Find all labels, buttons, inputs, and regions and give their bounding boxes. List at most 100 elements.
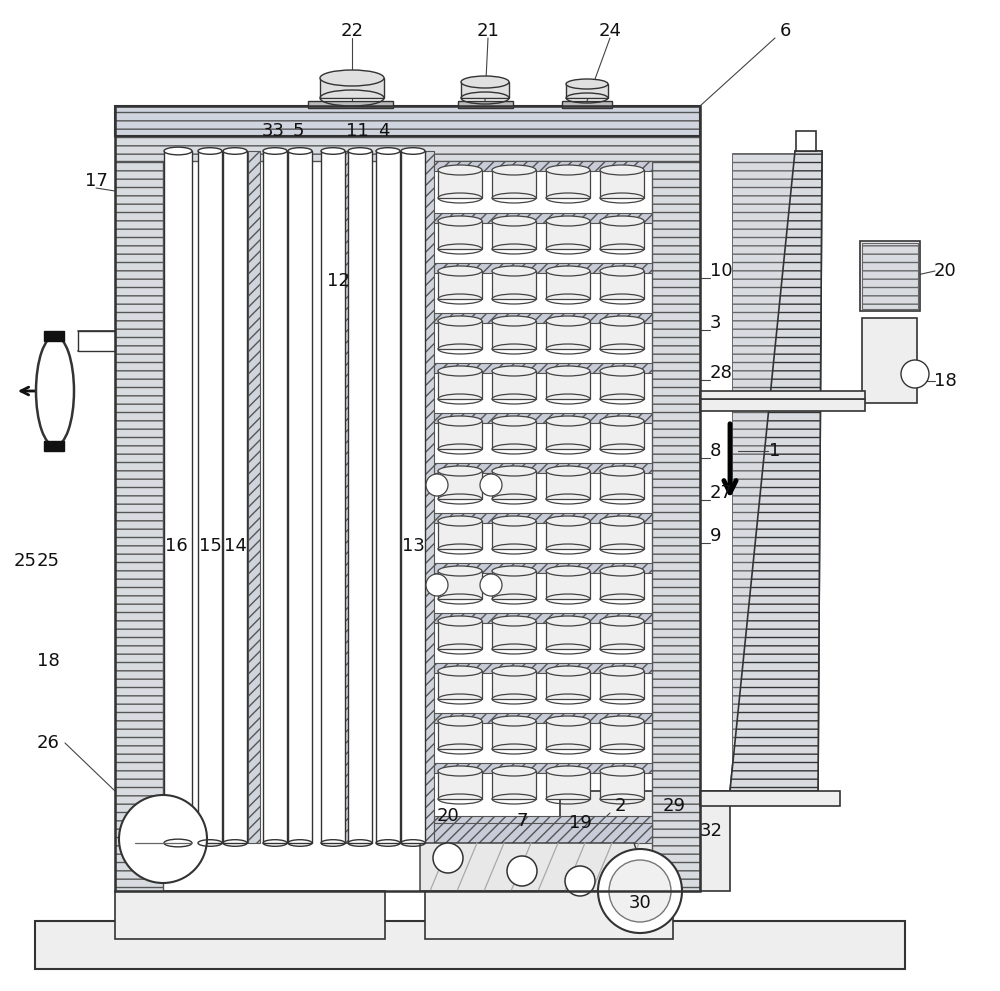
Ellipse shape <box>600 165 644 175</box>
Text: 32: 32 <box>700 822 723 840</box>
Ellipse shape <box>546 466 590 476</box>
Circle shape <box>426 474 448 496</box>
Text: 9: 9 <box>710 527 722 545</box>
Bar <box>458 101 513 108</box>
Bar <box>546 421 590 449</box>
Ellipse shape <box>438 616 482 626</box>
Bar <box>700 791 730 891</box>
Ellipse shape <box>546 716 590 726</box>
Ellipse shape <box>320 70 384 86</box>
Circle shape <box>433 843 463 873</box>
Polygon shape <box>730 151 822 791</box>
Bar <box>434 161 652 171</box>
Bar <box>288 151 312 843</box>
Text: 21: 21 <box>477 22 499 40</box>
Bar <box>492 571 536 599</box>
Bar <box>438 170 482 198</box>
Text: 7: 7 <box>516 812 528 830</box>
Text: 3: 3 <box>710 314 722 332</box>
Text: 1: 1 <box>769 442 781 460</box>
Ellipse shape <box>263 148 287 155</box>
Ellipse shape <box>492 666 536 676</box>
Bar <box>434 763 652 773</box>
Bar <box>438 521 482 549</box>
Bar <box>198 151 222 843</box>
Bar <box>164 151 192 843</box>
Ellipse shape <box>438 516 482 526</box>
Text: 4: 4 <box>378 122 390 140</box>
Bar <box>700 391 865 399</box>
Bar <box>44 331 64 341</box>
Ellipse shape <box>492 566 536 576</box>
Bar <box>492 471 536 499</box>
Ellipse shape <box>546 165 590 175</box>
Bar <box>434 213 652 223</box>
Bar <box>566 84 608 98</box>
Bar <box>492 170 536 198</box>
Bar <box>263 151 287 843</box>
Ellipse shape <box>164 147 192 155</box>
Text: 33: 33 <box>262 122 285 140</box>
Circle shape <box>901 360 929 388</box>
Ellipse shape <box>546 516 590 526</box>
Bar <box>600 671 644 699</box>
Bar <box>115 891 385 939</box>
Ellipse shape <box>321 148 345 155</box>
Bar <box>438 571 482 599</box>
Ellipse shape <box>600 416 644 426</box>
Ellipse shape <box>401 148 425 155</box>
Bar <box>862 318 917 403</box>
Bar <box>560 791 725 843</box>
Bar <box>546 221 590 249</box>
Ellipse shape <box>600 566 644 576</box>
Bar <box>492 721 536 749</box>
Bar <box>438 421 482 449</box>
Text: 15: 15 <box>199 537 221 555</box>
Bar <box>492 621 536 649</box>
Bar <box>600 321 644 349</box>
Bar <box>796 131 816 151</box>
Text: 18: 18 <box>934 372 956 390</box>
Text: 25: 25 <box>14 552 36 570</box>
Bar <box>401 151 425 843</box>
Bar <box>492 521 536 549</box>
Ellipse shape <box>600 466 644 476</box>
Bar <box>492 421 536 449</box>
Circle shape <box>609 860 671 922</box>
Ellipse shape <box>600 516 644 526</box>
Ellipse shape <box>600 266 644 276</box>
Ellipse shape <box>546 316 590 326</box>
Bar <box>35 921 905 969</box>
Bar <box>492 371 536 399</box>
Text: 11: 11 <box>346 122 368 140</box>
Bar <box>600 271 644 299</box>
Bar <box>248 151 260 843</box>
Ellipse shape <box>376 148 400 155</box>
Bar <box>700 399 865 411</box>
Text: 25: 25 <box>36 552 60 570</box>
Ellipse shape <box>600 666 644 676</box>
Ellipse shape <box>438 466 482 476</box>
Bar <box>308 101 393 108</box>
Bar <box>115 106 700 161</box>
Ellipse shape <box>438 216 482 226</box>
Circle shape <box>507 856 537 886</box>
Bar <box>434 816 652 826</box>
Ellipse shape <box>288 148 312 155</box>
Bar <box>438 621 482 649</box>
Text: 28: 28 <box>710 364 733 382</box>
Text: 8: 8 <box>710 442 721 460</box>
Ellipse shape <box>492 165 536 175</box>
Bar <box>546 621 590 649</box>
Bar <box>652 161 700 891</box>
Ellipse shape <box>348 148 372 155</box>
Bar <box>434 413 652 423</box>
Bar <box>546 170 590 198</box>
Bar <box>438 721 482 749</box>
Bar <box>115 161 163 891</box>
Bar <box>700 791 840 806</box>
Text: 2: 2 <box>614 797 626 815</box>
Bar <box>376 151 400 843</box>
Bar <box>860 241 920 311</box>
Ellipse shape <box>223 148 247 155</box>
